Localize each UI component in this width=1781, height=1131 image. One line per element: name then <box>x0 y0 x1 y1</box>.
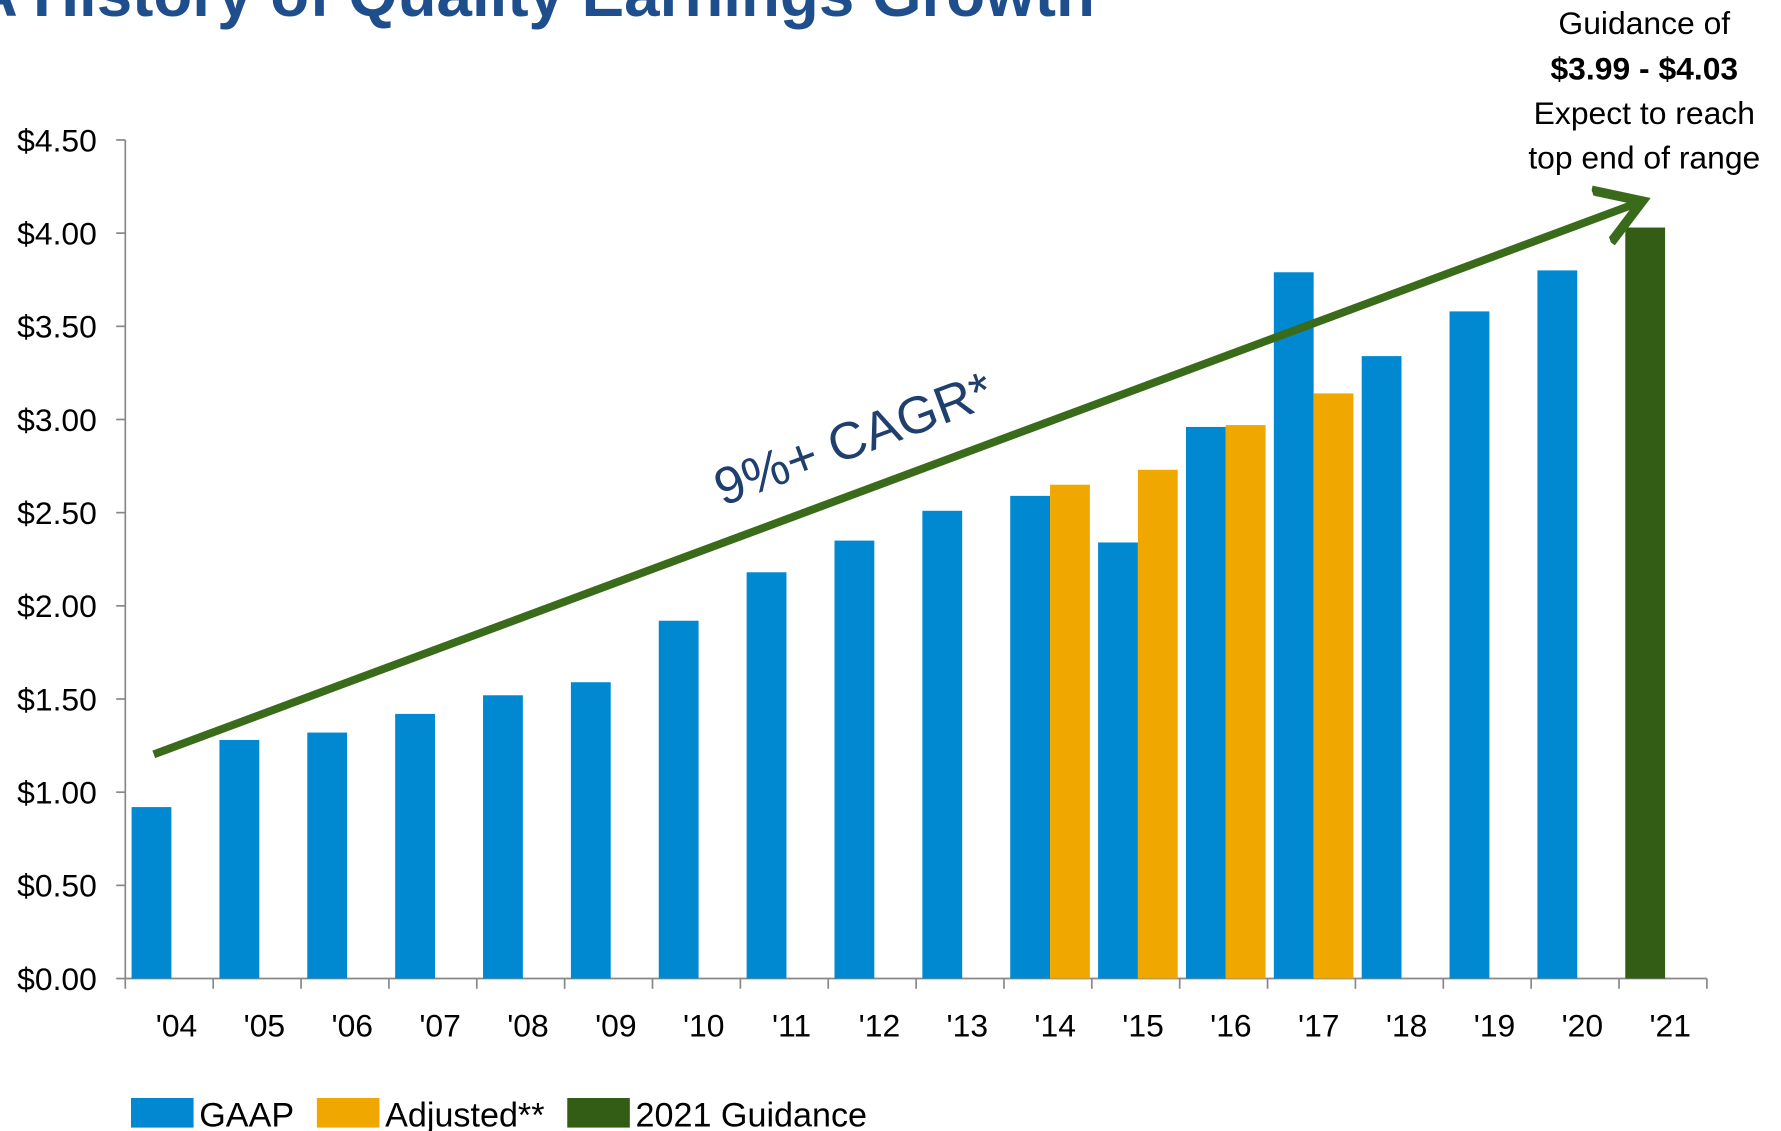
bar <box>307 732 348 979</box>
y-tick-label: $1.50 <box>17 681 97 717</box>
x-tick-label: '06 <box>331 1008 372 1044</box>
y-tick-label: $2.00 <box>17 588 97 624</box>
x-tick-label: '15 <box>1122 1008 1164 1044</box>
note-line: Guidance of <box>1558 5 1730 41</box>
x-tick-label: '10 <box>683 1008 725 1044</box>
x-tick-label: '04 <box>156 1008 198 1044</box>
x-tick-label: '17 <box>1298 1008 1340 1044</box>
y-tick-label: $4.50 <box>17 122 97 158</box>
note-line: Expect to reach <box>1534 95 1755 131</box>
bar <box>1137 469 1178 979</box>
legend-swatch <box>567 1098 630 1128</box>
x-tick-label: '19 <box>1474 1008 1516 1044</box>
bar <box>1361 356 1402 979</box>
x-tick-label: '14 <box>1034 1008 1076 1044</box>
y-tick-label: $3.50 <box>17 309 97 345</box>
guidance-note: Guidance of $3.99 - $4.03 Expect to reac… <box>1528 5 1760 175</box>
note-line: top end of range <box>1528 139 1760 175</box>
bar <box>131 807 172 979</box>
bar <box>1625 227 1666 979</box>
legend-label: GAAP <box>199 1096 294 1131</box>
legend-label: Adjusted** <box>385 1096 544 1131</box>
bar <box>1449 311 1490 979</box>
y-tick-label: $4.00 <box>17 216 97 252</box>
x-tick-label: '20 <box>1562 1008 1604 1044</box>
legend-label: 2021 Guidance <box>636 1096 867 1131</box>
bar <box>483 695 523 979</box>
bar <box>1010 495 1051 979</box>
legend-swatch <box>316 1098 380 1128</box>
bar <box>922 510 963 979</box>
x-tick-label: '09 <box>595 1008 637 1044</box>
x-tick-label: '16 <box>1210 1008 1252 1044</box>
bar <box>570 682 611 979</box>
bar <box>1050 484 1090 979</box>
x-tick-label: '05 <box>244 1008 286 1044</box>
bar <box>1313 393 1354 979</box>
bar <box>1273 272 1314 979</box>
bar <box>1537 270 1578 979</box>
bar <box>395 713 435 979</box>
x-tick-label: '18 <box>1386 1008 1428 1044</box>
bar <box>658 620 699 979</box>
y-tick-label: $1.00 <box>17 775 97 811</box>
y-tick-label: $0.00 <box>17 961 97 997</box>
x-tick-label: '08 <box>507 1008 549 1044</box>
y-tick-label: $3.00 <box>17 402 97 438</box>
x-tick-label: '21 <box>1649 1008 1691 1044</box>
note-line: $3.99 - $4.03 <box>1550 51 1738 87</box>
x-tick-label: '13 <box>947 1008 988 1044</box>
trend-arrow <box>152 203 1639 759</box>
bar <box>1225 425 1266 979</box>
y-tick-label: $2.50 <box>17 495 97 531</box>
x-tick-label: '11 <box>772 1008 811 1044</box>
bar <box>746 572 787 979</box>
bar <box>219 740 260 979</box>
bar <box>1098 542 1138 979</box>
bar <box>834 540 875 979</box>
legend-swatch <box>131 1098 194 1128</box>
bar <box>1185 426 1226 979</box>
y-tick-label: $0.50 <box>17 868 97 904</box>
x-tick-label: '07 <box>419 1008 461 1044</box>
x-tick-label: '12 <box>859 1008 901 1044</box>
chart-title: A History of Quality Earnings Growth <box>0 0 1095 30</box>
